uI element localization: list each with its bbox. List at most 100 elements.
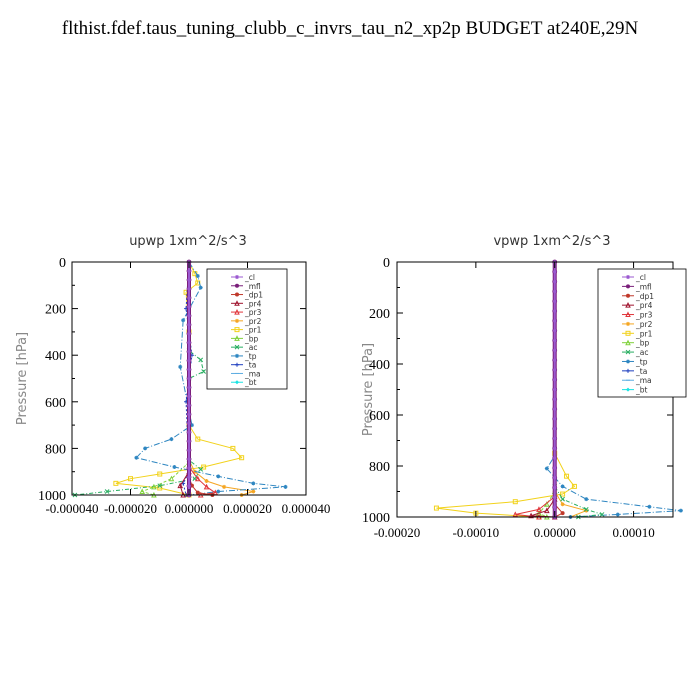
upwp-marker-tp (143, 446, 148, 451)
upwp-marker-ac (104, 489, 110, 494)
vpwp-marker-cl (552, 505, 557, 509)
upwp-chart-group: upwp 1xm^2/s^3 Pressure [hPa] 0 200 400 600 80… (15, 234, 330, 516)
vpwp-legend-entry: _pr1 (635, 329, 653, 338)
vpwp-marker-ac (560, 496, 565, 502)
upwp-marker-pr4 (177, 482, 184, 489)
upwp-marker-cl (187, 305, 191, 309)
vpwp-marker-pr2 (584, 508, 589, 513)
vpwp-marker-cl (552, 495, 557, 500)
vpwp-marker-pr4 (544, 507, 550, 514)
upwp-legend-marker (235, 318, 239, 323)
vpwp-marker-cl (552, 358, 557, 362)
vpwp-series-pr3 (515, 262, 556, 518)
vpwp-marker-cl (552, 377, 557, 382)
vpwp-legend-marker (625, 311, 631, 318)
upwp-marker-cl (187, 376, 191, 381)
upwp-legend-entry: _mfl (244, 282, 261, 291)
upwp-legend-marker (234, 308, 240, 315)
vpwp-marker-cl (552, 426, 557, 431)
vpwp-legend-entry: _cl (635, 273, 646, 282)
vpwp-legend-entry: _mfl (635, 282, 652, 291)
upwp-legend-entry: _bp (244, 334, 259, 343)
vpwp-legend-marker (625, 339, 631, 346)
upwp-marker-cl (187, 457, 191, 461)
upwp-marker-dp1 (195, 490, 200, 495)
upwp-marker-cl (187, 484, 191, 488)
vpwp-legend-marker (626, 275, 630, 279)
vpwp-marker-cl (552, 348, 557, 353)
vpwp-marker-dp1 (560, 511, 565, 516)
vpwp-y-tick-label: 800 (369, 460, 390, 475)
vpwp-marker-tp (584, 497, 589, 502)
vpwp-legend-marker (626, 321, 630, 326)
upwp-marker-pr3 (194, 475, 201, 482)
upwp-marker-cl (187, 439, 191, 444)
upwp-legend-marker (235, 362, 239, 367)
vpwp-series-tp (546, 262, 681, 518)
upwp-series-pr1 (115, 261, 243, 496)
vpwp-marker-pr1 (571, 483, 577, 489)
vpwp-x-tick-label: 0.00010 (612, 525, 654, 540)
upwp-marker-tp (181, 318, 186, 323)
vpwp-marker-cl (552, 289, 557, 294)
upwp-marker-tp (251, 481, 256, 486)
upwp-legend-entry: _cl (244, 273, 255, 282)
upwp-marker-pr2 (251, 489, 256, 494)
upwp-marker-tp (178, 364, 183, 369)
upwp-x-tick-label: 0.000040 (282, 501, 331, 516)
vpwp-marker-ac (599, 512, 605, 517)
upwp-x-tick-label: 0.000020 (223, 501, 272, 516)
vpwp-marker-cl (552, 309, 557, 313)
upwp-marker-tp (198, 285, 203, 290)
upwp-legend-entry: _ta (244, 361, 256, 370)
vpwp-marker-pr2 (560, 502, 565, 507)
upwp-marker-cl (187, 430, 191, 435)
upwp-x-tick-label: -0.000040 (45, 501, 98, 516)
upwp-marker-cl (187, 269, 191, 273)
upwp-y-tick-label: 800 (45, 442, 66, 457)
upwp-marker-pr1 (230, 445, 236, 451)
upwp-marker-cl (187, 322, 191, 327)
vpwp-legend-entry: _tp (635, 357, 648, 366)
vpwp-x-tick-label: 0.00000 (534, 525, 576, 540)
vpwp-y-tick-label: 200 (369, 307, 390, 322)
upwp-marker-tp (195, 273, 200, 278)
upwp-marker-ac (198, 357, 204, 363)
vpwp-marker-cl (552, 466, 557, 470)
upwp-marker-pr1 (157, 471, 163, 477)
upwp-y-tick-label: 400 (45, 349, 66, 364)
vpwp-marker-tp (544, 466, 549, 471)
vpwp-marker-cl (552, 328, 557, 333)
vpwp-legend-entry: _ac (635, 348, 648, 357)
upwp-y-tick-label: 600 (45, 396, 66, 411)
upwp-marker-pr1 (239, 455, 245, 461)
vpwp-marker-tp (615, 512, 620, 517)
vpwp-marker-cl (552, 407, 557, 411)
upwp-legend-box (206, 268, 288, 390)
vpwp-legend-box (597, 268, 687, 398)
vpwp-marker-cl (552, 299, 557, 304)
vpwp-legend-marker (626, 284, 630, 289)
upwp-marker-cl (187, 475, 191, 479)
upwp-marker-cl (187, 278, 191, 282)
vpwp-legend-entry: _pr4 (635, 301, 653, 310)
upwp-y-tick-label: 200 (45, 303, 66, 318)
vpwp-marker-ac (583, 506, 589, 512)
vpwp-marker-cl (552, 368, 557, 372)
upwp-marker-tp (216, 474, 221, 479)
upwp-marker-pr1 (195, 436, 201, 442)
upwp-legend-marker (234, 344, 240, 350)
vpwp-series-pr1 (436, 262, 576, 518)
vpwp-marker-cl (552, 446, 557, 451)
vpwp-legend-marker (626, 359, 630, 364)
upwp-marker-cl (187, 412, 191, 417)
vpwp-x-tick-label: -0.00020 (374, 525, 421, 540)
upwp-legend-marker (234, 335, 240, 341)
upwp-marker-cl (187, 421, 191, 426)
vpwp-marker-pr3 (512, 511, 519, 517)
page-title: flthist.fdef.taus_tuning_clubb_c_invrs_t… (61, 18, 639, 39)
vpwp-marker-cl (552, 319, 557, 323)
upwp-marker-pr2 (222, 484, 227, 489)
vpwp-marker-pr3 (536, 506, 542, 512)
vpwp-legend-entry: _pr3 (635, 311, 653, 320)
